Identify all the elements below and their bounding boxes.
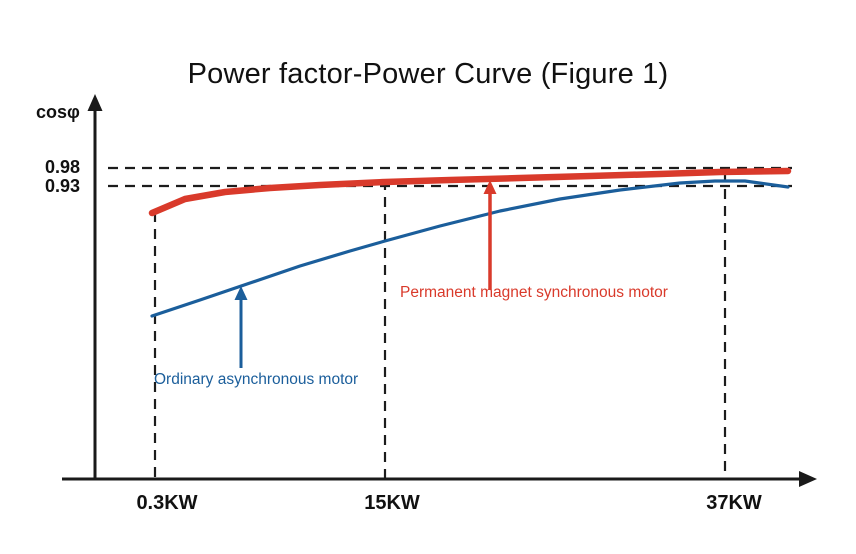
x-axis-arrow-icon xyxy=(799,471,817,487)
pmsm-series-label: Permanent magnet synchronous motor xyxy=(400,284,668,301)
series-curve-1 xyxy=(150,179,790,318)
async-series-label: Ordinary asynchronous motor xyxy=(154,371,359,388)
annotation-arrow-head-icon-0 xyxy=(483,180,497,194)
y-tick-098: 0.98 xyxy=(44,157,80,177)
y-axis-arrow-icon xyxy=(87,94,103,111)
x-tick-37kw: 37KW xyxy=(706,492,762,514)
series-curve-0 xyxy=(148,167,792,217)
y-tick-093: 0.93 xyxy=(44,176,80,196)
x-tick-15kw: 15KW xyxy=(364,492,420,514)
x-tick-03kw: 0.3KW xyxy=(136,492,198,514)
chart-title: Power factor-Power Curve (Figure 1) xyxy=(187,58,669,90)
y-axis-label: cosφ xyxy=(36,102,80,122)
annotation-arrow-head-icon-1 xyxy=(234,286,248,300)
